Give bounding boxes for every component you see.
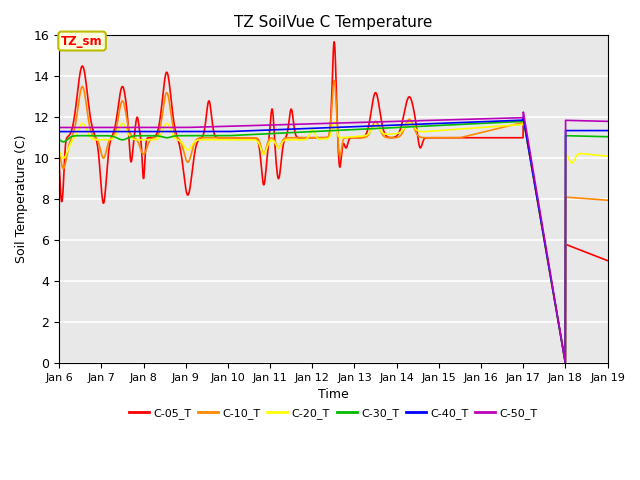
C-20_T — [83, 128, 91, 134]
Line: C-20_T: C-20_T — [59, 118, 607, 363]
C-05_T — [330, 39, 338, 45]
Legend: C-05_T, C-10_T, C-20_T, C-30_T, C-40_T, C-50_T: C-05_T, C-10_T, C-20_T, C-30_T, C-40_T, … — [124, 403, 542, 423]
C-30_T — [604, 134, 611, 140]
C-50_T — [55, 125, 63, 131]
Line: C-10_T: C-10_T — [59, 81, 607, 363]
C-10_T — [488, 127, 495, 133]
C-40_T — [561, 360, 569, 366]
C-10_T — [83, 108, 91, 114]
C-30_T — [307, 129, 315, 134]
C-05_T — [588, 252, 596, 258]
Line: C-40_T: C-40_T — [59, 118, 607, 363]
C-05_T — [322, 135, 330, 141]
C-20_T — [588, 152, 596, 157]
Line: C-30_T: C-30_T — [59, 118, 607, 363]
Line: C-05_T: C-05_T — [59, 42, 607, 363]
C-30_T — [487, 120, 495, 126]
C-30_T — [83, 133, 91, 139]
C-20_T — [561, 360, 569, 366]
C-50_T — [322, 120, 330, 126]
C-40_T — [588, 128, 596, 133]
C-40_T — [487, 119, 495, 124]
C-20_T — [55, 148, 63, 154]
C-10_T — [561, 360, 569, 366]
C-40_T — [588, 128, 596, 133]
C-10_T — [307, 135, 315, 141]
C-10_T — [330, 78, 338, 84]
C-50_T — [588, 118, 596, 124]
C-50_T — [307, 121, 315, 127]
X-axis label: Time: Time — [318, 388, 349, 401]
C-50_T — [83, 125, 91, 131]
C-30_T — [520, 115, 527, 121]
C-40_T — [55, 129, 63, 134]
C-40_T — [83, 129, 91, 134]
C-20_T — [487, 124, 495, 130]
C-40_T — [322, 125, 330, 131]
Line: C-50_T: C-50_T — [59, 112, 607, 363]
C-20_T — [588, 152, 596, 157]
C-50_T — [561, 360, 569, 366]
C-05_T — [604, 258, 611, 264]
C-30_T — [588, 133, 596, 139]
C-50_T — [604, 119, 611, 124]
C-20_T — [604, 153, 611, 159]
C-10_T — [588, 196, 596, 202]
C-20_T — [322, 136, 330, 142]
C-20_T — [307, 127, 315, 133]
C-20_T — [520, 115, 527, 121]
C-05_T — [488, 135, 495, 141]
C-10_T — [55, 149, 63, 155]
C-05_T — [588, 252, 596, 257]
C-50_T — [487, 116, 495, 121]
C-05_T — [561, 360, 569, 366]
C-30_T — [322, 128, 330, 134]
C-30_T — [588, 133, 596, 139]
C-50_T — [588, 118, 596, 124]
C-40_T — [307, 125, 315, 131]
C-30_T — [561, 360, 569, 366]
C-30_T — [55, 136, 63, 142]
C-40_T — [604, 128, 611, 133]
C-05_T — [55, 161, 63, 167]
C-05_T — [83, 89, 91, 95]
C-40_T — [520, 115, 527, 121]
C-10_T — [588, 196, 596, 202]
C-05_T — [307, 135, 315, 141]
Title: TZ SoilVue C Temperature: TZ SoilVue C Temperature — [234, 15, 433, 30]
C-10_T — [604, 197, 611, 203]
C-50_T — [520, 109, 527, 115]
Y-axis label: Soil Temperature (C): Soil Temperature (C) — [15, 135, 28, 264]
Text: TZ_sm: TZ_sm — [61, 35, 103, 48]
C-10_T — [322, 135, 330, 141]
